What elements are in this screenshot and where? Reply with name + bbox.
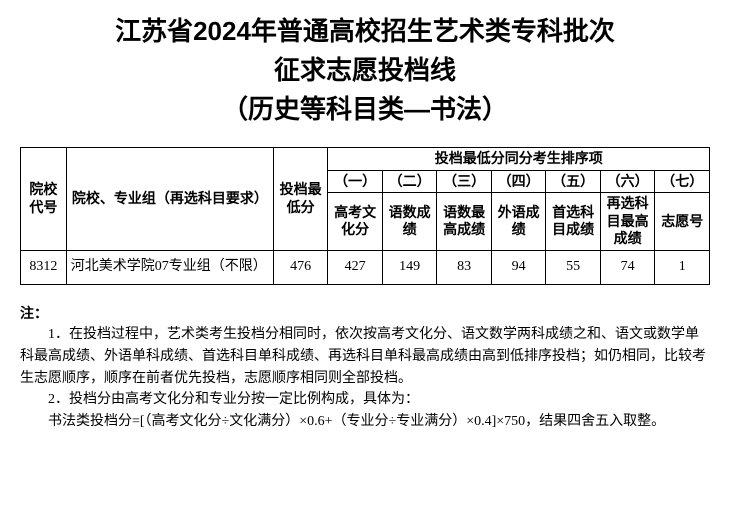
table-header: 院校代号 院校、专业组（再选科目要求） 投档最低分 投档最低分同分考生排序项 （… [21,148,710,251]
header-num-4: （四） [491,170,546,193]
table-body: 8312 河北美术学院07专业组（不限） 476 427 149 83 94 5… [21,250,710,284]
notes-heading: 注： [20,303,710,325]
cell-tie-6: 74 [600,250,655,284]
header-min: 投档最低分 [273,148,328,251]
header-sub-3: 语数最高成绩 [437,193,492,251]
cell-tie-2: 149 [382,250,437,284]
note-formula: 书法类投档分=[（高考文化分÷文化满分）×0.6+（专业分÷专业满分）×0.4]… [20,411,710,433]
header-num-5: （五） [546,170,601,193]
header-num-6: （六） [600,170,655,193]
note-item-2: 2．投档分由高考文化分和专业分按一定比例构成，具体为： [20,389,710,411]
cell-school: 河北美术学院07专业组（不限） [66,250,273,284]
header-sub-2: 语数成绩 [382,193,437,251]
cell-tie-1: 427 [328,250,383,284]
title-line-3: （历史等科目类—书法） [20,90,710,129]
header-school: 院校、专业组（再选科目要求） [66,148,273,251]
title-line-1: 江苏省2024年普通高校招生艺术类专科批次 [20,12,710,51]
header-sub-1: 高考文化分 [328,193,383,251]
cell-tie-4: 94 [491,250,546,284]
title-line-2: 征求志愿投档线 [20,51,710,90]
header-sub-5: 首选科目成绩 [546,193,601,251]
cell-code: 8312 [21,250,67,284]
header-num-1: （一） [328,170,383,193]
document-page: 江苏省2024年普通高校招生艺术类专科批次 征求志愿投档线 （历史等科目类—书法… [0,0,730,453]
document-title: 江苏省2024年普通高校招生艺术类专科批次 征求志愿投档线 （历史等科目类—书法… [20,12,710,129]
header-num-3: （三） [437,170,492,193]
header-sub-7: 志愿号 [655,193,710,251]
note-item-1: 1．在投档过程中，艺术类考生投档分相同时，依次按高考文化分、语文数学两科成绩之和… [20,324,710,389]
cell-tie-5: 55 [546,250,601,284]
cell-tie-7: 1 [655,250,710,284]
header-sub-4: 外语成绩 [491,193,546,251]
header-code: 院校代号 [21,148,67,251]
header-sub-6: 再选科目最高成绩 [600,193,655,251]
notes-section: 注： 1．在投档过程中，艺术类考生投档分相同时，依次按高考文化分、语文数学两科成… [20,303,710,433]
header-num-7: （七） [655,170,710,193]
header-row-1: 院校代号 院校、专业组（再选科目要求） 投档最低分 投档最低分同分考生排序项 [21,148,710,171]
cell-min: 476 [273,250,328,284]
score-table: 院校代号 院校、专业组（再选科目要求） 投档最低分 投档最低分同分考生排序项 （… [20,147,710,285]
header-tie-group: 投档最低分同分考生排序项 [328,148,710,171]
table-row: 8312 河北美术学院07专业组（不限） 476 427 149 83 94 5… [21,250,710,284]
header-num-2: （二） [382,170,437,193]
cell-tie-3: 83 [437,250,492,284]
